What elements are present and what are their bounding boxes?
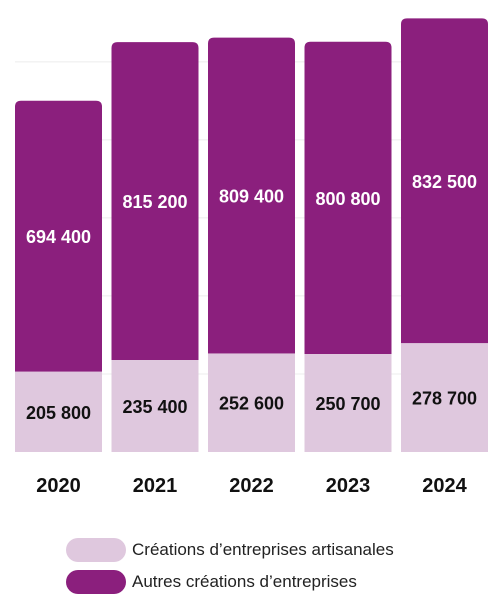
legend-item-artisanales: Créations d’entreprises artisanales [66, 537, 394, 563]
bar-autres-2024 [401, 18, 488, 344]
x-tick-label: 2021 [133, 475, 178, 497]
data-label-artisanales: 250 700 [315, 394, 380, 414]
bar-artisanales-2022 [208, 353, 295, 452]
bar-autres-2021 [111, 42, 199, 361]
bar-autres-2020 [15, 100, 102, 372]
bar-artisanales-2023 [304, 354, 392, 452]
data-label-autres: 832 500 [412, 172, 477, 192]
data-label-artisanales: 278 700 [412, 389, 477, 409]
bar-autres-2023 [304, 41, 392, 355]
bar-artisanales-2021 [111, 360, 199, 452]
legend-label-autres: Autres créations d’entreprises [132, 572, 357, 591]
x-tick-label: 2023 [326, 475, 371, 497]
data-label-autres: 815 200 [122, 192, 187, 212]
data-label-artisanales: 205 800 [26, 403, 91, 423]
data-label-autres: 800 800 [315, 189, 380, 209]
bar-artisanales-2020 [15, 371, 102, 452]
x-tick-label: 2020 [36, 475, 81, 497]
x-tick-label: 2022 [229, 475, 274, 497]
data-label-autres: 809 400 [219, 187, 284, 207]
legend-swatch-autres [66, 570, 126, 594]
stacked-bar-chart: 205 800 694 400 2020 235 400 815 200 2021 252 … [15, 18, 488, 497]
legend-swatch-artisanales [66, 538, 126, 562]
data-label-artisanales: 235 400 [122, 397, 187, 417]
legend-label-artisanales: Créations d’entreprises artisanales [132, 540, 394, 559]
bar-autres-2022 [208, 37, 295, 354]
data-label-autres: 694 400 [26, 227, 91, 247]
x-tick-label: 2024 [422, 475, 467, 497]
bar-artisanales-2024 [401, 343, 488, 452]
legend: Créations d’entreprises artisanales Autr… [66, 537, 394, 601]
data-label-artisanales: 252 600 [219, 394, 284, 414]
legend-item-autres: Autres créations d’entreprises [66, 569, 394, 595]
